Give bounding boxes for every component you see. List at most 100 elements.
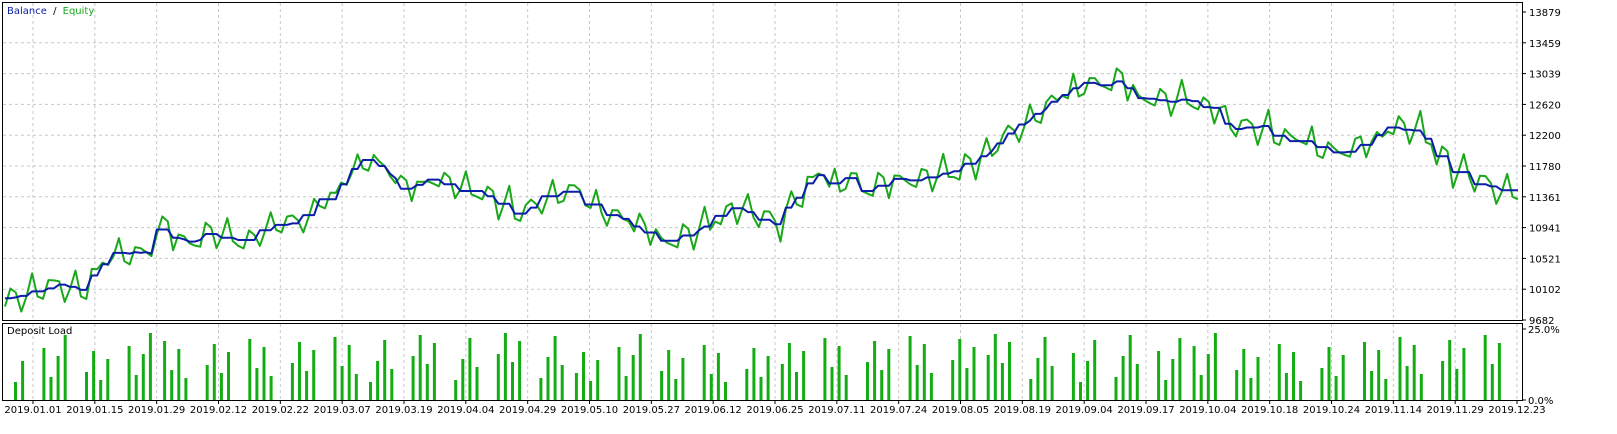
load-bar (1178, 338, 1182, 400)
x-tick-label: 2019.11.14 (1365, 405, 1422, 416)
load-bar (1277, 344, 1281, 400)
x-tick-label: 2019.09.17 (1117, 405, 1174, 416)
x-tick-label: 2019.10.24 (1303, 405, 1360, 416)
load-bar (702, 345, 706, 400)
load-bar (1199, 375, 1203, 400)
load-bar (716, 353, 720, 400)
y-tick-label: 13039 (1529, 70, 1561, 81)
load-bar (1341, 355, 1345, 400)
y-tick-label: 10941 (1529, 224, 1561, 235)
load-bar (574, 373, 578, 400)
load-bar (127, 346, 131, 400)
load-bar (1490, 364, 1494, 400)
y-tick-label: 11361 (1529, 193, 1561, 204)
load-bar (908, 336, 912, 400)
load-panel-title: Deposit Load (7, 326, 72, 337)
main-y-axis: 13879 13459 13039 12620 12200 11780 11361 10941… (1522, 8, 1561, 327)
load-bar (1405, 366, 1409, 400)
load-bar (163, 341, 167, 400)
load-bar (660, 371, 664, 400)
load-bar (454, 380, 458, 400)
load-y-axis: 25.0% 0.0% (1522, 325, 1560, 407)
x-tick-label: 2019.08.05 (932, 405, 989, 416)
x-tick-label: 2019.11.29 (1427, 405, 1484, 416)
load-bar (539, 378, 543, 400)
x-tick-label: 2019.10.04 (1179, 405, 1236, 416)
load-bar (1299, 381, 1303, 400)
legend-equity: Equity (63, 6, 95, 17)
load-bar (1050, 366, 1054, 400)
load-bar (106, 359, 110, 400)
load-bar (624, 376, 628, 400)
load-bar (269, 376, 273, 400)
y-tick-label: 9682 (1529, 316, 1554, 327)
load-bar (1320, 368, 1324, 400)
load-bar (1284, 373, 1288, 400)
load-bar (248, 339, 252, 400)
load-bar (880, 370, 884, 400)
load-bar (425, 364, 429, 400)
y-tick-label: 13459 (1529, 39, 1561, 50)
load-bar (411, 356, 415, 400)
x-tick-label: 2019.12.23 (1488, 405, 1545, 416)
load-bar (638, 334, 642, 400)
load-bar (390, 369, 394, 400)
load-bar (1213, 333, 1217, 400)
deposit-load-bars (14, 333, 1501, 400)
load-y-tick-label: 0.0% (1528, 396, 1553, 407)
load-bar (759, 377, 763, 400)
load-bar (148, 333, 152, 400)
load-bar (298, 342, 301, 400)
load-bar (667, 350, 671, 400)
load-bar (1242, 349, 1246, 400)
x-tick-label: 2019.08.19 (994, 405, 1051, 416)
x-tick-label: 2019.07.11 (808, 405, 865, 416)
load-bar (1256, 357, 1260, 400)
load-bar (780, 364, 784, 400)
load-bar (1135, 364, 1139, 400)
x-tick-label: 2019.02.12 (190, 405, 247, 416)
load-bar (184, 378, 188, 400)
load-bar (1249, 378, 1253, 400)
load-bar (1121, 356, 1125, 400)
load-bar (922, 344, 926, 400)
load-bar (887, 349, 891, 400)
load-bar (766, 356, 770, 400)
load-bar (1171, 359, 1175, 400)
main-panel-frame (2, 2, 1523, 321)
load-bar (92, 351, 96, 400)
load-bar (589, 381, 593, 400)
load-bar (1497, 343, 1501, 400)
load-bar (141, 354, 145, 400)
load-bar (383, 340, 387, 400)
load-bar (1441, 361, 1445, 400)
load-bar (546, 357, 550, 400)
x-tick-label: 2019.03.19 (375, 405, 432, 416)
load-bar (1079, 382, 1082, 400)
load-bar (617, 347, 621, 400)
load-bar (986, 355, 990, 400)
load-bar (1086, 361, 1090, 400)
load-bar (432, 343, 436, 400)
load-bar (1292, 352, 1295, 400)
load-bar (212, 344, 216, 400)
y-tick-label: 10102 (1529, 285, 1561, 296)
load-bar (305, 371, 309, 400)
load-bar (1164, 380, 1168, 400)
load-bar (42, 348, 46, 400)
y-tick-label: 10521 (1529, 254, 1561, 265)
load-bar (461, 359, 465, 400)
load-bar (503, 333, 507, 400)
load-bar (674, 379, 678, 400)
y-tick-label: 13879 (1529, 8, 1561, 19)
load-bar (1327, 347, 1331, 400)
load-bar (418, 335, 422, 400)
load-bar (170, 370, 174, 400)
main-grid (3, 3, 1522, 320)
x-tick-label: 2019.06.25 (746, 405, 803, 416)
x-tick-label: 2019.01.29 (128, 405, 185, 416)
load-bar (134, 375, 138, 400)
x-tick-label: 2019.07.24 (870, 405, 927, 416)
